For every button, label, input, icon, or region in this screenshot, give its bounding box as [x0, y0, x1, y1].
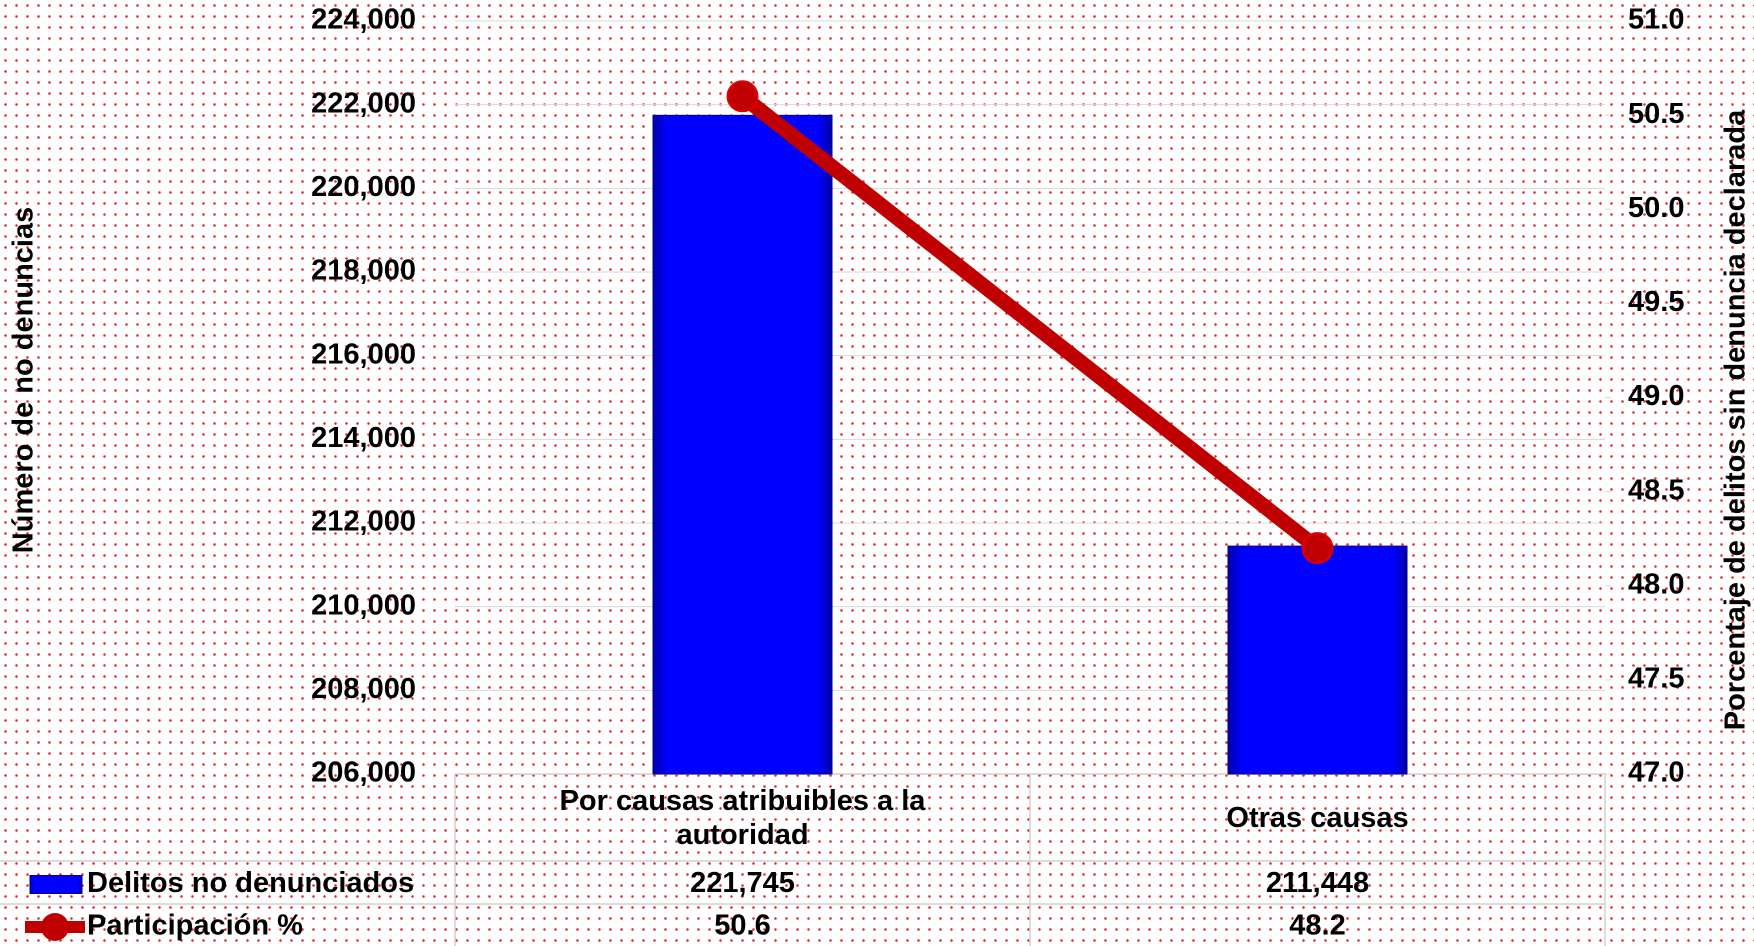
table-value: 50.6 [714, 910, 770, 942]
table-value: 211,448 [1266, 867, 1369, 899]
y-tick-label: 218,000 [311, 255, 416, 287]
bar [1227, 545, 1408, 775]
y2-tick-label: 49.5 [1628, 286, 1684, 318]
y-axis-title: Número de no denuncias [8, 207, 40, 553]
y-tick-label: 216,000 [311, 338, 416, 370]
y2-tick-label: 50.0 [1628, 192, 1684, 224]
table-value: 221,745 [690, 867, 795, 899]
table-value: 48.2 [1289, 910, 1345, 942]
y2-tick-label: 48.0 [1628, 568, 1684, 600]
y2-tick-label: 49.0 [1628, 380, 1684, 412]
legend-key [29, 875, 83, 894]
line-marker [1301, 532, 1334, 565]
y2-tick-label: 47.0 [1628, 757, 1684, 789]
y2-axis-title: Porcentaje de delitos sin denuncia decla… [1720, 109, 1752, 730]
y2-tick-label: 47.5 [1628, 663, 1684, 695]
legend-key [41, 913, 69, 941]
y-tick-label: 210,000 [311, 589, 416, 621]
legend-label: Delitos no denunciados [87, 867, 414, 899]
legend-label: Participación % [87, 910, 303, 942]
y-tick-label: 222,000 [311, 87, 416, 119]
y2-tick-label: 50.5 [1628, 98, 1684, 130]
x-tick-label: Otras causas [1226, 801, 1409, 834]
y-tick-label: 224,000 [311, 4, 416, 36]
y-tick-label: 214,000 [311, 422, 416, 454]
y-tick-label: 208,000 [311, 673, 416, 705]
bar [652, 114, 833, 775]
line-marker [726, 80, 759, 113]
line [735, 88, 1325, 556]
y-tick-label: 220,000 [311, 171, 416, 203]
y-tick-label: 206,000 [311, 757, 416, 789]
y-tick-label: 212,000 [311, 506, 416, 538]
y2-tick-label: 48.5 [1628, 474, 1684, 506]
y2-tick-label: 51.0 [1628, 4, 1684, 36]
x-tick-label: Por causas atribuibles a la autoridad [559, 784, 926, 851]
